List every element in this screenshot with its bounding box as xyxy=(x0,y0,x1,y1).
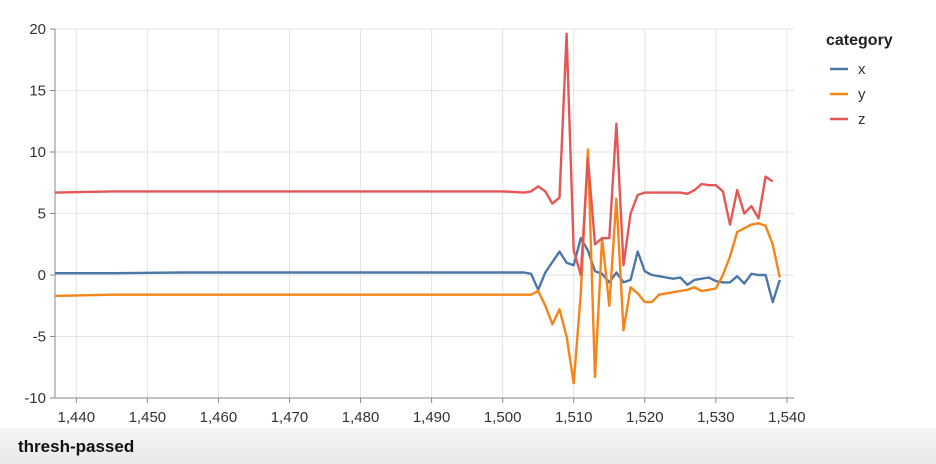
legend-label-y: y xyxy=(858,86,866,103)
series-line-y xyxy=(54,148,781,385)
x-tick-label: 1,450 xyxy=(129,409,167,426)
legend-label-x: x xyxy=(858,61,866,78)
grid xyxy=(55,28,794,399)
series-line-x xyxy=(55,236,781,304)
x-tick-label: 1,440 xyxy=(58,409,96,426)
y-tick-label: -10 xyxy=(24,390,46,407)
x-tick-label: 1,530 xyxy=(697,409,735,426)
x-tick-label: 1,490 xyxy=(413,409,451,426)
x-tick-label: 1,470 xyxy=(271,409,309,426)
y-tick-label: 20 xyxy=(29,21,46,38)
axes: -10 -5 0 5 10 15 20 1,440 1,450 1,460 1,470 1,480 1,… xyxy=(24,21,805,426)
x-tick-label: 1,460 xyxy=(200,409,238,426)
series-lines xyxy=(54,32,781,385)
chart-caption: thresh-passed xyxy=(18,437,135,456)
x-tick-label: 1,520 xyxy=(626,409,664,426)
legend-title: category xyxy=(826,32,893,49)
y-tick-label: 0 xyxy=(38,267,46,284)
y-tick-label: 10 xyxy=(29,144,46,161)
legend-label-z: z xyxy=(858,111,866,128)
series-line-z xyxy=(54,32,774,277)
x-tick-label: 1,510 xyxy=(555,409,593,426)
x-tick-label: 1,480 xyxy=(342,409,380,426)
y-tick-label: 15 xyxy=(29,83,46,100)
legend: category xyz xyxy=(826,32,893,128)
bottom-bar xyxy=(0,428,936,464)
y-tick-label: -5 xyxy=(33,329,46,346)
line-chart: -10 -5 0 5 10 15 20 1,440 1,450 1,460 1,470 1,480 1,… xyxy=(24,21,893,426)
y-tick-label: 5 xyxy=(38,206,46,223)
x-tick-label: 1,500 xyxy=(484,409,522,426)
x-tick-label: 1,540 xyxy=(768,409,806,426)
